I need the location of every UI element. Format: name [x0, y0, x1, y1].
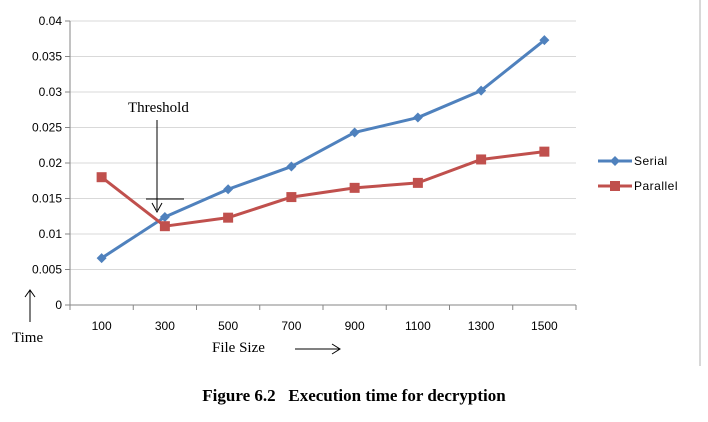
data-point: [539, 35, 550, 46]
y-tick-label: 0.035: [32, 50, 62, 64]
data-point: [349, 127, 360, 138]
data-point: [286, 161, 297, 172]
legend-serial-marker: [610, 156, 620, 166]
data-point: [476, 85, 487, 96]
threshold-annotation: Threshold: [128, 100, 189, 116]
x-tick-label: 1500: [531, 319, 558, 333]
threshold-arrow-head: [151, 202, 163, 214]
x-axis-label: File Size: [212, 340, 265, 356]
axes: [65, 20, 577, 310]
data-point: [96, 172, 107, 183]
x-tick-label: 1100: [405, 319, 431, 333]
legend: Serial Parallel: [598, 154, 678, 193]
data-point: [159, 211, 170, 222]
data-point: [349, 182, 360, 193]
series-line-serial: [100, 38, 546, 260]
y-tick-labels: 0 0.005 0.01 0.015 0.02 0.025 0.03 0.035 0.04: [32, 14, 62, 312]
data-point: [96, 253, 107, 264]
y-tick-label: 0.01: [39, 227, 63, 241]
data-point: [223, 184, 234, 195]
y-tick-label: 0.005: [32, 263, 62, 277]
y-tick-label: 0.015: [32, 192, 62, 206]
data-point: [476, 154, 487, 165]
x-tick-label: 500: [218, 319, 238, 333]
x-tick-label: 1300: [468, 319, 495, 333]
y-axis-arrow-head: [24, 289, 36, 298]
series-parallel: [96, 146, 550, 232]
legend-parallel-label: Parallel: [634, 179, 678, 193]
x-tick-label: 900: [345, 319, 365, 333]
x-tick-label: 100: [92, 319, 112, 333]
y-tick-label: 0: [55, 298, 62, 312]
y-tick-label: 0.03: [39, 85, 63, 99]
series-line-parallel: [100, 150, 545, 228]
x-tick-labels: 100 300 500 700 900 1100 1300 1500: [92, 319, 558, 333]
x-axis-arrow-head: [331, 343, 341, 355]
figure-caption: Figure 6.2 Execution time for decryption: [202, 386, 506, 405]
data-point: [223, 212, 234, 223]
y-tick-label: 0.02: [39, 156, 63, 170]
data-point: [412, 112, 423, 123]
data-point: [412, 177, 423, 188]
x-tick-label: 700: [281, 319, 301, 333]
y-axis-label: Time: [12, 330, 43, 346]
x-tick-label: 300: [155, 319, 175, 333]
series-group: [96, 35, 550, 264]
gridlines: [70, 20, 576, 270]
line-chart: 0 0.005 0.01 0.015 0.02 0.025 0.03 0.035 0.04 10…: [12, 0, 701, 366]
y-tick-label: 0.025: [32, 121, 62, 135]
series-serial: [96, 35, 550, 264]
legend-parallel-marker: [610, 181, 620, 191]
data-point: [286, 192, 297, 203]
legend-serial-label: Serial: [634, 154, 668, 168]
y-tick-label: 0.04: [39, 14, 63, 28]
data-point: [539, 146, 550, 157]
data-point: [159, 221, 170, 232]
